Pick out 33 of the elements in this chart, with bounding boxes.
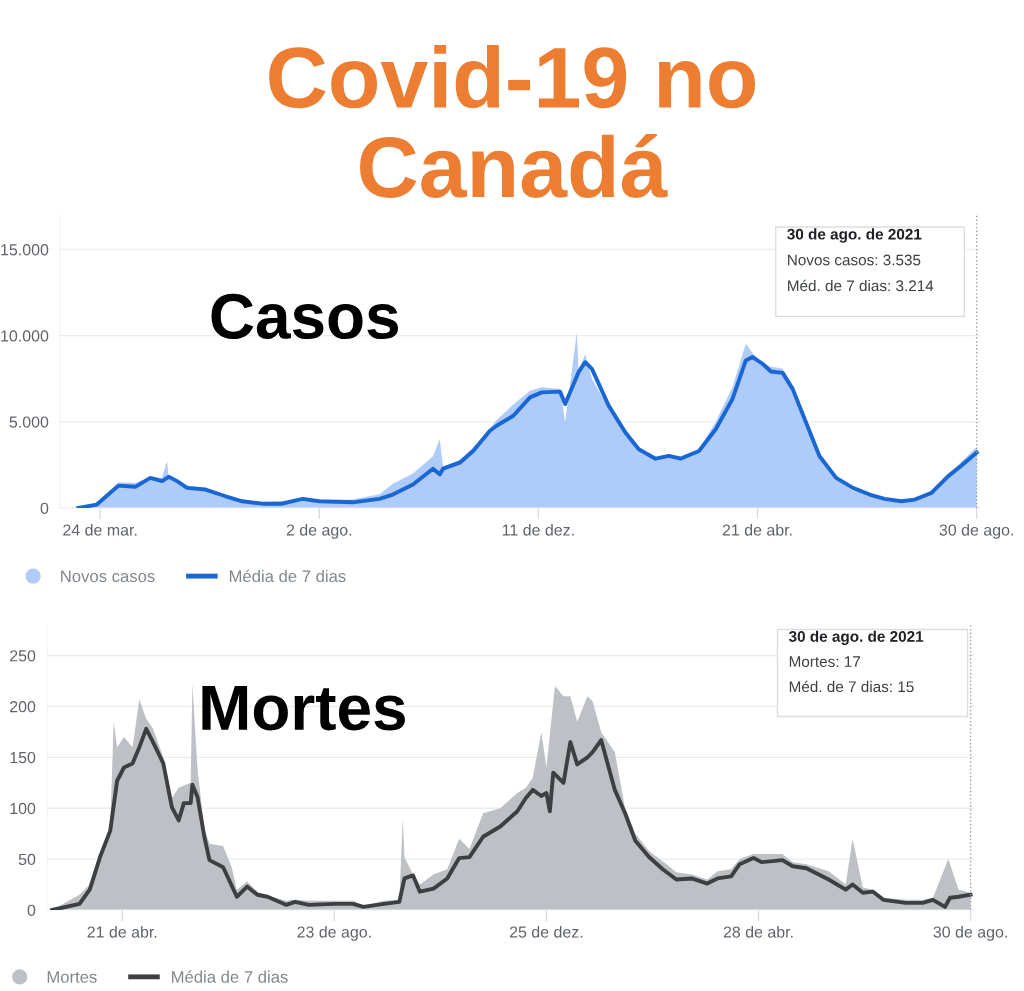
x-tick-label: 24 de mar.: [63, 523, 137, 536]
annotation: Méd. de 7 dias: 15: [789, 680, 914, 693]
x-tick-label: 21 de abr.: [87, 925, 157, 938]
y-tick-label: 0: [27, 904, 36, 916]
annotation: 30 de ago. de 2021: [787, 228, 922, 243]
x-tick-label: 30 de ago.: [933, 925, 1007, 941]
y-tick-label: 50: [18, 853, 36, 866]
x-tick-label: 23 de ago.: [297, 925, 371, 941]
y-tick-label: 15.000: [1, 244, 49, 256]
annotation: 30 de ago. de 2021: [788, 630, 924, 645]
text: Casos: [211, 293, 398, 340]
x-tick-label: 28 de abr.: [723, 925, 793, 938]
x-tick-label: 21 de abr.: [722, 523, 792, 536]
y-tick-label: 5.000: [9, 416, 49, 428]
text: Mortes: [202, 685, 405, 731]
legend-label: Média de 7 dias: [172, 970, 288, 983]
y-tick-label: 250: [10, 650, 36, 662]
x-tick-label: 11 de dez.: [502, 523, 574, 536]
y-tick-label: 150: [10, 751, 36, 764]
x-tick-label: 25 de dez.: [509, 925, 583, 938]
annotation: Méd. de 7 dias: 3.214: [788, 279, 934, 292]
y-tick-label: 200: [10, 701, 36, 713]
legend-label: Mortes: [47, 971, 97, 983]
annotation: Novos casos: 3.535: [788, 254, 921, 266]
y-tick-label: 10.000: [1, 330, 49, 342]
y-tick-label: 0: [40, 502, 49, 514]
chart-title: Covid-19 no Canadá: [269, 45, 756, 198]
y-tick-label: 100: [10, 802, 36, 815]
legend-label: Novos casos: [61, 570, 155, 583]
x-tick-label: 30 de ago.: [939, 523, 1013, 539]
annotation: Mortes: 17: [789, 656, 861, 668]
legend-label: Média de 7 dias: [229, 569, 346, 583]
x-tick-label: 2 de ago.: [286, 523, 352, 539]
